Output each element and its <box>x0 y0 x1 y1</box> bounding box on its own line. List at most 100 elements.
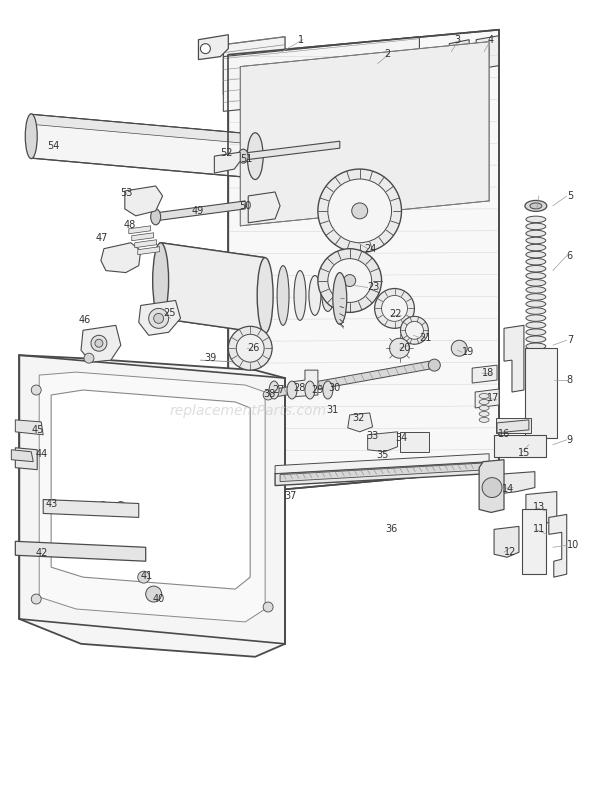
Text: 7: 7 <box>567 335 573 345</box>
Polygon shape <box>243 142 340 160</box>
Ellipse shape <box>525 200 547 211</box>
Ellipse shape <box>269 381 279 399</box>
Circle shape <box>451 340 467 356</box>
Text: 21: 21 <box>419 333 432 343</box>
Polygon shape <box>275 361 430 397</box>
Circle shape <box>137 571 150 583</box>
Ellipse shape <box>277 266 289 325</box>
Text: 53: 53 <box>120 188 132 198</box>
Text: 52: 52 <box>220 148 233 158</box>
Ellipse shape <box>526 286 546 293</box>
Text: 38: 38 <box>263 389 276 399</box>
Bar <box>399 432 430 452</box>
Polygon shape <box>156 201 245 221</box>
Ellipse shape <box>526 357 546 364</box>
Text: 10: 10 <box>567 540 579 551</box>
Polygon shape <box>368 432 398 452</box>
Ellipse shape <box>526 252 546 258</box>
Polygon shape <box>125 186 163 216</box>
Text: 37: 37 <box>284 490 296 501</box>
Ellipse shape <box>530 203 542 209</box>
Ellipse shape <box>526 237 546 244</box>
Circle shape <box>80 501 90 512</box>
Ellipse shape <box>526 308 546 314</box>
Text: 31: 31 <box>326 405 338 415</box>
Polygon shape <box>160 243 265 333</box>
Polygon shape <box>224 36 285 94</box>
Text: 13: 13 <box>533 502 545 513</box>
Ellipse shape <box>479 393 489 399</box>
Text: 20: 20 <box>398 343 411 354</box>
Polygon shape <box>15 420 43 435</box>
Text: 35: 35 <box>376 450 389 460</box>
Text: 43: 43 <box>45 499 57 509</box>
Circle shape <box>344 274 356 286</box>
Text: 12: 12 <box>504 547 516 557</box>
Text: 47: 47 <box>96 233 109 243</box>
Text: 42: 42 <box>35 548 48 558</box>
Polygon shape <box>526 491 557 524</box>
Polygon shape <box>240 90 248 98</box>
Polygon shape <box>348 413 373 432</box>
Text: 15: 15 <box>518 448 530 458</box>
Circle shape <box>95 339 103 347</box>
Text: 39: 39 <box>204 353 217 363</box>
Text: 44: 44 <box>35 448 47 459</box>
Polygon shape <box>31 115 255 144</box>
Ellipse shape <box>479 411 489 416</box>
Bar <box>522 509 546 574</box>
Ellipse shape <box>526 266 546 272</box>
Ellipse shape <box>526 336 546 343</box>
Polygon shape <box>494 526 519 557</box>
Polygon shape <box>198 35 228 59</box>
Text: 29: 29 <box>311 385 323 395</box>
Text: 36: 36 <box>386 524 398 535</box>
Circle shape <box>228 327 272 370</box>
Ellipse shape <box>526 378 546 384</box>
Polygon shape <box>81 325 121 362</box>
Ellipse shape <box>150 209 160 225</box>
Text: 48: 48 <box>124 220 136 230</box>
Text: 49: 49 <box>192 206 204 216</box>
Ellipse shape <box>294 271 306 320</box>
Text: 2: 2 <box>385 48 391 59</box>
Ellipse shape <box>526 301 546 307</box>
Polygon shape <box>497 420 529 433</box>
Ellipse shape <box>526 216 546 222</box>
Circle shape <box>382 296 408 321</box>
Ellipse shape <box>526 230 546 237</box>
Circle shape <box>318 248 382 312</box>
Text: 6: 6 <box>567 251 573 261</box>
Polygon shape <box>129 225 150 234</box>
Polygon shape <box>214 152 240 173</box>
Circle shape <box>263 390 273 400</box>
Text: 41: 41 <box>141 571 153 581</box>
Circle shape <box>401 316 428 344</box>
Text: 8: 8 <box>567 375 573 385</box>
Ellipse shape <box>526 329 546 335</box>
Polygon shape <box>479 460 504 513</box>
Ellipse shape <box>238 149 248 163</box>
Text: 51: 51 <box>240 154 253 164</box>
Text: 3: 3 <box>454 35 460 44</box>
Polygon shape <box>494 471 535 494</box>
Ellipse shape <box>305 381 315 399</box>
Text: 54: 54 <box>47 141 60 151</box>
Ellipse shape <box>526 279 546 286</box>
Text: 46: 46 <box>79 316 91 325</box>
Polygon shape <box>31 115 255 178</box>
Circle shape <box>84 354 94 363</box>
Ellipse shape <box>526 293 546 300</box>
Polygon shape <box>132 233 153 240</box>
Polygon shape <box>43 499 139 517</box>
Circle shape <box>263 602 273 612</box>
Bar <box>525 348 557 437</box>
Polygon shape <box>139 301 181 335</box>
Text: 5: 5 <box>567 191 573 201</box>
Circle shape <box>98 501 108 512</box>
Text: replacementParts.com: replacementParts.com <box>169 404 327 418</box>
Bar <box>494 435 546 456</box>
Text: 23: 23 <box>368 282 380 292</box>
Polygon shape <box>101 243 141 273</box>
Ellipse shape <box>257 258 273 333</box>
